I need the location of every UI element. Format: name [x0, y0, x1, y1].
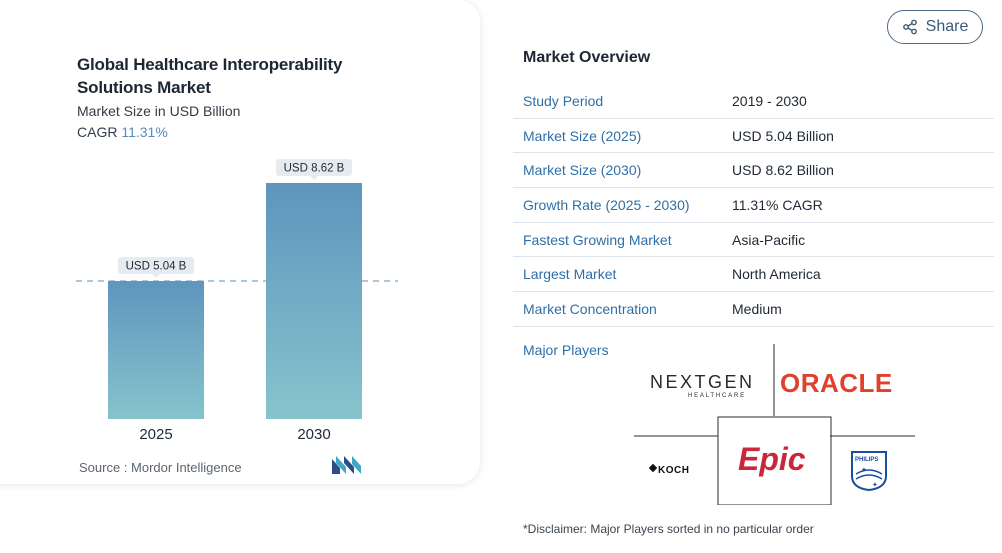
share-label: Share [925, 18, 969, 35]
data-label-bg [276, 159, 352, 176]
overview-row: Study Period 2019 - 2030 [513, 84, 994, 119]
bar-2030 [266, 183, 362, 419]
oracle-logo: ORACLE [780, 368, 893, 398]
svg-text:HEALTHCARE: HEALTHCARE [688, 393, 746, 399]
chart-subtitle: Market Size in USD Billion [77, 103, 241, 119]
source-label: Source : [79, 460, 128, 475]
share-icon [902, 19, 917, 35]
overview-row: Market Size (2030) USD 8.62 Billion [513, 153, 994, 189]
disclaimer: *Disclaimer: Major Players sorted in no … [523, 522, 814, 536]
x-tick-label: 2025 [139, 426, 172, 443]
svg-text:✦: ✦ [872, 481, 878, 489]
overview-value: 2019 - 2030 [732, 92, 807, 109]
overview-row: Market Size (2025) USD 5.04 Billion [513, 119, 994, 154]
overview-row: Market Concentration Medium [513, 292, 994, 327]
data-label-pointer [310, 176, 318, 180]
bar-2025 [108, 281, 204, 419]
data-label-bg [118, 257, 194, 275]
major-players-label: Major Players [523, 342, 609, 358]
chart-cagr: CAGR 11.31% [77, 124, 168, 140]
svg-text:KOCH: KOCH [658, 465, 689, 476]
overview-table: Study Period 2019 - 2030 Market Size (2025… [513, 84, 994, 327]
overview-value: North America [732, 266, 821, 283]
overview-key: Market Size (2025) [523, 127, 642, 144]
cagr-label: CAGR [77, 124, 118, 140]
overview-row: Growth Rate (2025 - 2030) 11.31% CAGR [513, 188, 994, 223]
data-label-pointer [152, 274, 160, 279]
source-name: Mordor Intelligence [131, 460, 242, 475]
data-label: USD 8.62 B [284, 163, 345, 175]
nextgen-logo: NEXTGEN HEALTHCARE [650, 372, 755, 399]
overview-key: Market Concentration [523, 300, 657, 317]
overview-title: Market Overview [523, 49, 651, 66]
epic-logo: Epic [738, 441, 806, 477]
overview-value: 11.31% CAGR [732, 196, 823, 213]
overview-value: Asia-Pacific [732, 231, 806, 248]
overview-key: Growth Rate (2025 - 2030) [523, 196, 690, 213]
svg-text:PHILIPS: PHILIPS [855, 457, 878, 463]
overview-key: Market Size (2030) [523, 162, 642, 179]
svg-text:✦: ✦ [861, 466, 867, 474]
overview-value: USD 8.62 Billion [732, 162, 834, 179]
x-tick-label: 2030 [297, 426, 330, 443]
overview-row: Largest Market North America [513, 257, 994, 293]
data-label: USD 5.04 B [126, 261, 187, 273]
share-button[interactable]: Share [887, 10, 983, 44]
overview-key: Fastest Growing Market [523, 231, 672, 248]
chart-title: Global Healthcare Interoperability Solut… [77, 55, 343, 97]
bar-chart: USD 5.04 B 2025 USD 8.62 B 2030 [76, 159, 398, 443]
major-players-grid: NEXTGEN HEALTHCARE ORACLE KOCH Epic PHIL… [634, 344, 915, 505]
overview-key: Study Period [523, 92, 604, 109]
mordor-logo-icon [332, 456, 361, 474]
overview-value: Medium [732, 300, 782, 317]
svg-text:NEXTGEN: NEXTGEN [650, 372, 755, 392]
chart-card [0, 0, 480, 484]
philips-logo: PHILIPS ✦ ✦ [851, 451, 887, 492]
cagr-value: 11.31% [121, 124, 168, 140]
overview-key: Largest Market [523, 266, 617, 283]
overview-row: Fastest Growing Market Asia-Pacific [513, 223, 994, 258]
chart-source: Source : Mordor Intelligence [79, 460, 242, 475]
koch-logo: KOCH [648, 463, 689, 476]
overview-value: USD 5.04 Billion [732, 127, 834, 144]
